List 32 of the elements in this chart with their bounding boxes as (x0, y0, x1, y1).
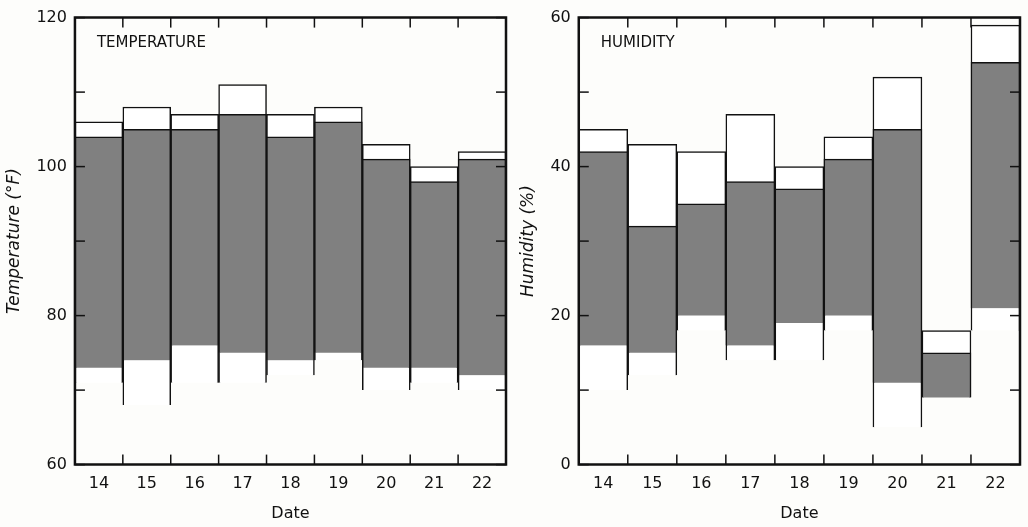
x-tick-label: 21 (936, 473, 957, 493)
x-tick-label: 19 (838, 473, 859, 493)
text: TEMPERATURE (95, 32, 206, 51)
y-tick-label: 100 (36, 155, 67, 175)
y-tick-label: 60 (550, 6, 571, 26)
y-tick-label: 0 (560, 453, 571, 473)
y-tick-label: 80 (46, 304, 67, 324)
y-axis-title: Humidity (%) (516, 185, 537, 298)
y-axis-title: Temperature (°F) (2, 168, 23, 314)
x-tick-label: 20 (887, 473, 908, 493)
x-tick-label: 16 (691, 473, 712, 493)
x-tick-label: 18 (789, 473, 810, 493)
x-tick-label: 18 (280, 473, 301, 493)
x-tick-label: 20 (376, 473, 397, 493)
x-tick-label: 14 (88, 473, 110, 493)
x-tick-label: 22 (985, 473, 1006, 493)
x-tick-label: 17 (232, 473, 253, 493)
x-tick-label: 21 (423, 473, 445, 493)
x-tick-label: 17 (740, 473, 761, 493)
x-tick-label: 22 (471, 473, 493, 493)
x-tick-label: 15 (136, 473, 157, 493)
x-axis-title: Date (780, 502, 819, 522)
text: HUMIDITY (600, 32, 676, 51)
y-tick-label: 40 (550, 155, 571, 175)
y-tick-label: 20 (550, 304, 571, 324)
x-tick-label: 15 (642, 473, 663, 493)
x-tick-label: 19 (328, 473, 349, 493)
x-tick-label: 16 (184, 473, 205, 493)
y-tick-label: 60 (46, 453, 67, 473)
x-tick-label: 14 (593, 473, 614, 493)
y-tick-label: 120 (36, 6, 67, 26)
x-axis-title: Date (271, 502, 310, 522)
